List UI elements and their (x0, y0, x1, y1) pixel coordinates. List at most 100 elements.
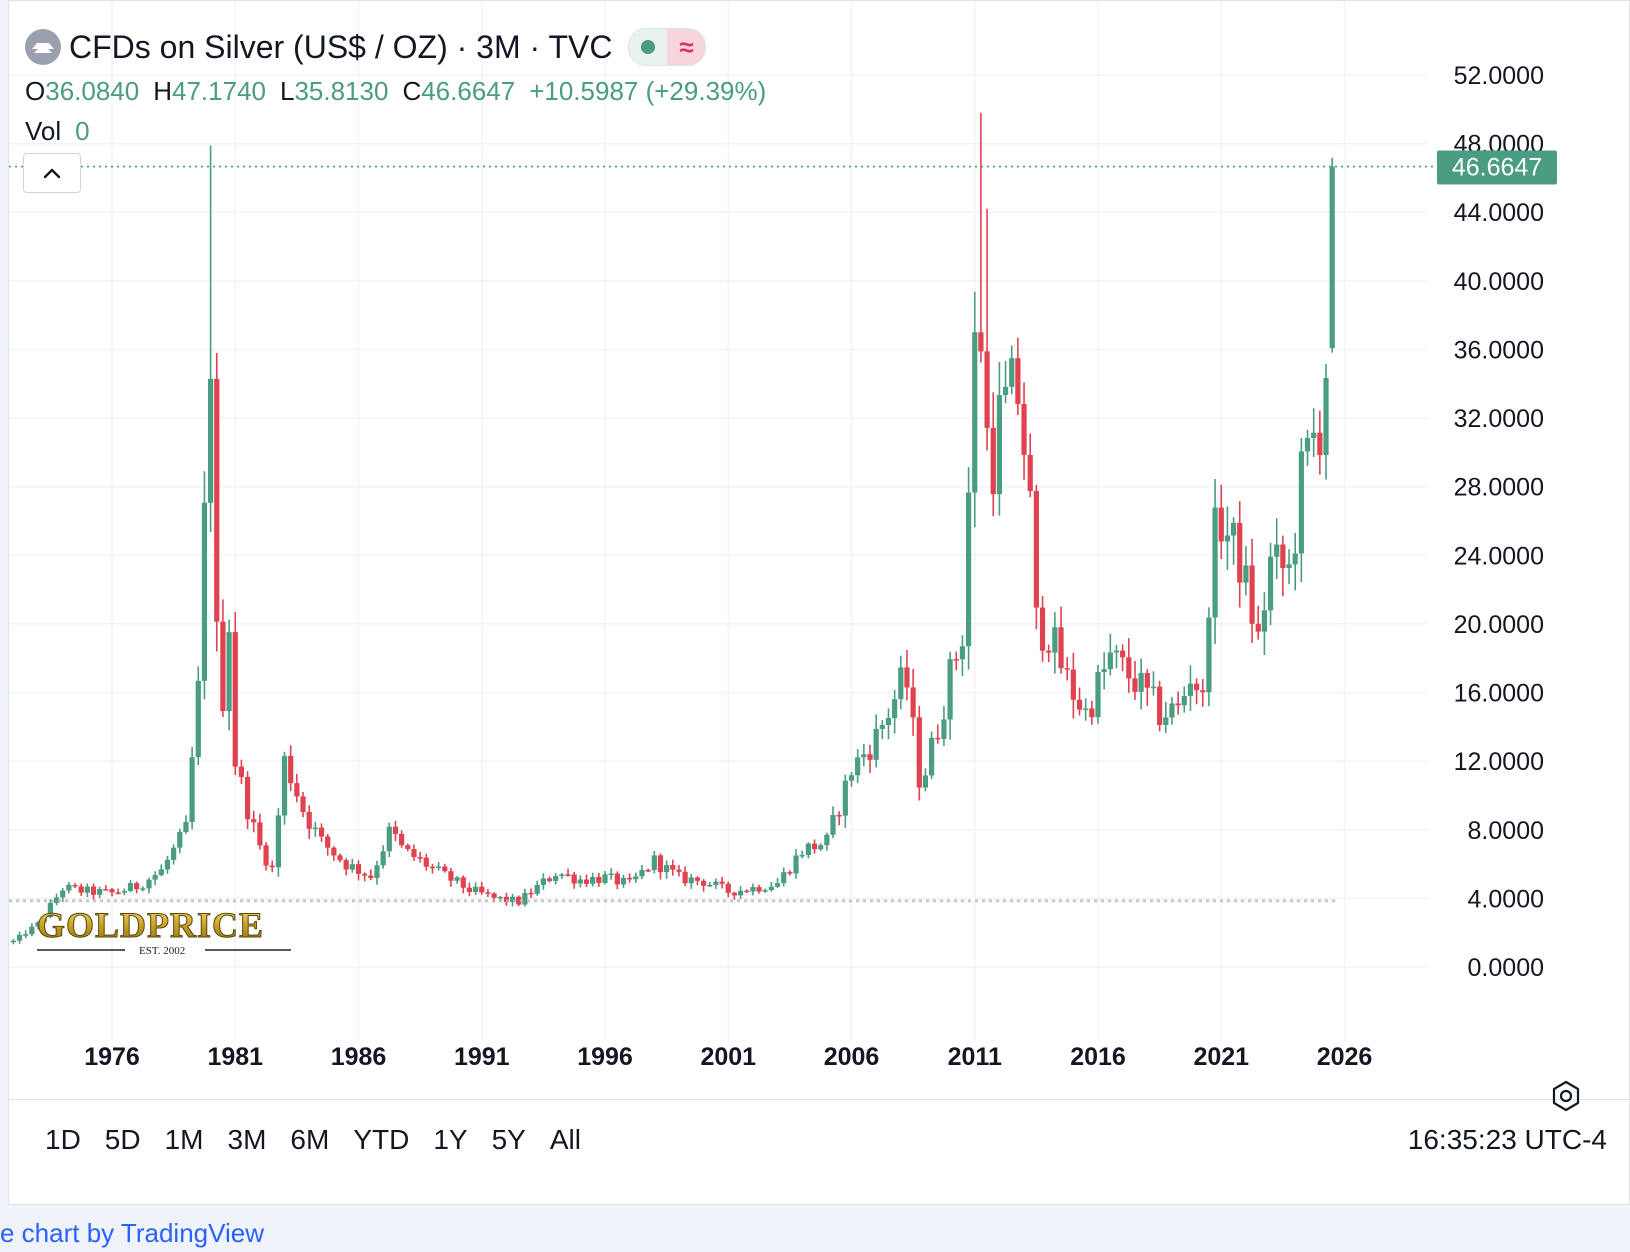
range-1d-button[interactable]: 1D (45, 1124, 81, 1155)
candle-body (84, 886, 90, 893)
volume-label: Vol (25, 115, 62, 146)
candle-body (713, 881, 719, 885)
candle-body (972, 332, 978, 493)
candle-body (177, 831, 183, 848)
candle-body (405, 845, 411, 850)
candle-body (66, 884, 72, 891)
candle-body (614, 873, 620, 885)
candle-body (756, 887, 762, 892)
candle-body (984, 351, 990, 428)
y-tick-label: 40.0000 (1454, 268, 1544, 296)
range-1y-button[interactable]: 1Y (433, 1124, 468, 1155)
candle-body (1169, 703, 1175, 718)
candle-body (774, 883, 781, 887)
x-tick-label: 2026 (1317, 1043, 1373, 1071)
candle-body (392, 826, 399, 834)
candle-body (959, 646, 966, 660)
collapse-legend-button[interactable] (23, 153, 81, 193)
candle-body (35, 922, 41, 927)
candle-body (799, 854, 805, 857)
symbol-logo-icon[interactable] (25, 29, 61, 65)
candle-body (1187, 683, 1194, 697)
candle-body (1009, 358, 1015, 387)
candle-body (1095, 672, 1101, 718)
candle-body (368, 875, 374, 878)
close-value: 46.6647 (421, 75, 516, 106)
candle-body (436, 866, 442, 869)
candle-body (1052, 627, 1058, 653)
candle-body (189, 757, 195, 822)
candle-body (1144, 672, 1150, 688)
candle-body (750, 887, 756, 892)
candle-body (682, 871, 688, 884)
candle-body (479, 886, 485, 893)
candle-body (879, 724, 885, 729)
price-chart[interactable]: 52.000048.000044.000040.000036.000032.00… (9, 1, 1629, 1099)
candle-body (491, 893, 497, 898)
candle-body (651, 855, 657, 871)
candle-body (818, 845, 824, 850)
clock-timezone[interactable]: 16:35:23 UTC-4 (1407, 1124, 1607, 1155)
y-tick-label: 24.0000 (1454, 542, 1544, 570)
last-price-badge (1437, 150, 1557, 185)
candle-body (1002, 386, 1009, 396)
candle-body (1311, 432, 1317, 438)
candle-body (947, 659, 953, 720)
candle-body (214, 378, 220, 622)
candle-body (1070, 669, 1076, 700)
settings-hexagon-icon[interactable] (1549, 1079, 1583, 1118)
candle-body (645, 869, 651, 872)
candle-body (565, 874, 571, 876)
status-pill[interactable]: ≈ (628, 28, 707, 66)
candle-body (1298, 451, 1304, 554)
candle-body (590, 876, 596, 884)
open-key: O (25, 75, 46, 106)
candle-body (1113, 650, 1120, 653)
candle-body (1286, 564, 1292, 569)
candle-body (1089, 708, 1095, 718)
candle-body (158, 869, 164, 876)
range-3m-button[interactable]: 3M (227, 1124, 267, 1155)
candle-body (583, 879, 590, 884)
candle-body (1107, 652, 1113, 670)
candle-body (688, 877, 694, 884)
candle-body (694, 877, 701, 881)
candle-body (355, 864, 362, 874)
candle-body (528, 892, 534, 895)
range-6m-button[interactable]: 6M (290, 1124, 330, 1155)
last-price-label: 46.6647 (1452, 154, 1542, 182)
candle-body (885, 717, 892, 725)
y-tick-label: 4.0000 (1468, 885, 1544, 913)
y-tick-label: 44.0000 (1454, 199, 1544, 227)
candle-body (442, 866, 448, 872)
y-tick-label: 0.0000 (1468, 954, 1544, 982)
reference-lines (9, 165, 1439, 903)
candle-body (577, 879, 583, 884)
range-ytd-button[interactable]: YTD (353, 1124, 410, 1155)
range-5y-button[interactable]: 5Y (491, 1124, 526, 1155)
candle-body (306, 811, 312, 829)
symbol-title[interactable]: CFDs on Silver (US$ / OZ) · 3M · TVC (69, 28, 613, 65)
range-all-button[interactable]: All (549, 1124, 581, 1155)
candle-body (312, 827, 318, 830)
tradingview-attribution-link[interactable]: e chart by TradingView (0, 1218, 264, 1248)
y-tick-label: 36.0000 (1454, 336, 1544, 364)
candle-body (639, 869, 645, 877)
range-1m-button[interactable]: 1M (164, 1124, 204, 1155)
candle-body (1132, 678, 1138, 692)
candle-body (744, 890, 750, 893)
candle-body (1261, 610, 1267, 632)
ohlc-values: O 36.0840 H 47.1740 L 35.8130 C 46.6647 +10.… (25, 71, 780, 111)
x-tick-label: 1976 (84, 1043, 140, 1071)
candle-body (1323, 378, 1329, 456)
candle-body (1304, 437, 1311, 452)
candle-body (664, 865, 670, 873)
candle-body (23, 934, 29, 936)
candle-body (318, 827, 325, 837)
range-5d-button[interactable]: 5D (104, 1124, 141, 1155)
candle-body (737, 890, 744, 896)
candle-body (965, 492, 972, 647)
candle-body (226, 632, 232, 712)
candle-body (731, 892, 738, 896)
candle-body (325, 836, 331, 848)
